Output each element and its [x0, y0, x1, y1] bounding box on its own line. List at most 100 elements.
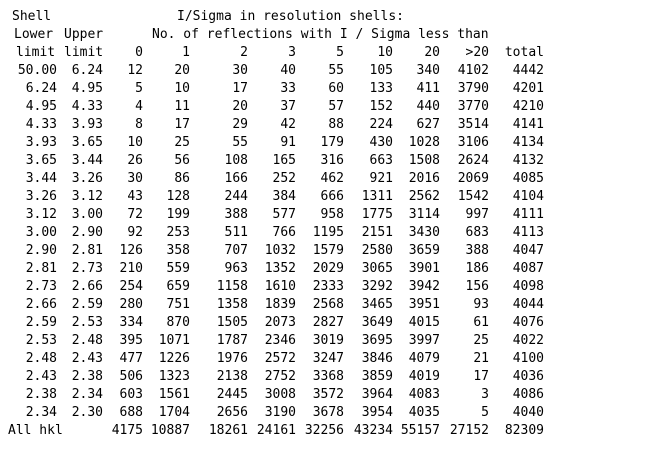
count-cell: 4100 [512, 351, 544, 366]
header-line-1: Shell I/Sigma in resolution shells: [10, 8, 404, 26]
upper-limit-cell: 2.81 [71, 243, 103, 258]
count-cell: 60 [328, 81, 344, 96]
count-cell: 3770 [457, 99, 489, 114]
count-cell: 3951 [408, 297, 440, 312]
count-cell: 2346 [264, 333, 296, 348]
count-cell: 4047 [512, 243, 544, 258]
count-cell: 2016 [408, 171, 440, 186]
upper-label: Upper [64, 27, 104, 42]
count-cell: 4086 [512, 387, 544, 402]
lower-limit-cell: 2.38 [25, 387, 57, 402]
count-cell: 316 [320, 153, 344, 168]
count-cell: 21 [473, 351, 489, 366]
totals-row: All hkl 4175 10887 18261 24161 32256 43234 551… [8, 422, 544, 440]
count-cell: 210 [119, 261, 143, 276]
count-cell: 477 [119, 351, 143, 366]
count-cell: 126 [119, 243, 143, 258]
count-cell: 3514 [457, 117, 489, 132]
count-cell: 2073 [264, 315, 296, 330]
column-header: 0 [135, 45, 143, 60]
count-cell: 683 [465, 225, 489, 240]
table-row: 3.26 3.12 43 128 244 384 666 1311 2562 1542 4104 [10, 188, 544, 206]
count-cell: 152 [369, 99, 393, 114]
count-cell: 3695 [361, 333, 393, 348]
count-cell: 128 [166, 189, 190, 204]
count-cell: 751 [166, 297, 190, 312]
count-cell: 5 [481, 405, 489, 420]
count-cell: 1508 [408, 153, 440, 168]
resolution-shell-table: Shell I/Sigma in resolution shells: Lowe… [8, 8, 544, 440]
count-cell: 86 [174, 171, 190, 186]
count-cell: 3430 [408, 225, 440, 240]
table-row: 2.53 2.48 395 1071 1787 2346 3019 3695 3997 25 402… [10, 332, 544, 350]
column-header: 10 [377, 45, 393, 60]
count-cell: 57 [328, 99, 344, 114]
count-cell: 40 [280, 63, 296, 78]
column-header: 3 [288, 45, 296, 60]
table-row: 2.43 2.38 506 1323 2138 2752 3368 3859 4019 17 403… [10, 368, 544, 386]
count-cell: 244 [224, 189, 248, 204]
table-row: 2.90 2.81 126 358 707 1032 1579 2580 3659 388 4047 [10, 242, 544, 260]
count-cell: 92 [127, 225, 143, 240]
lower-limit-cell: 2.66 [25, 297, 57, 312]
totals-label: All hkl [8, 423, 63, 438]
count-cell: 2562 [408, 189, 440, 204]
count-cell: 4035 [408, 405, 440, 420]
count-cell: 4104 [512, 189, 544, 204]
count-cell: 627 [416, 117, 440, 132]
count-cell: 603 [119, 387, 143, 402]
total-count-cell: 43234 [353, 423, 393, 438]
table-row: 3.12 3.00 72 199 388 577 958 1775 3114 997 4111 [10, 206, 544, 224]
table-row: 3.44 3.26 30 86 166 252 462 921 2016 2069 4085 [10, 170, 544, 188]
count-cell: 340 [416, 63, 440, 78]
lower-limit-cell: 3.44 [25, 171, 57, 186]
table-row: 4.95 4.33 4 11 20 37 57 152 440 3770 4210 [10, 98, 544, 116]
upper-limit-cell: 2.90 [71, 225, 103, 240]
count-cell: 3790 [457, 81, 489, 96]
count-cell: 17 [174, 117, 190, 132]
table-row: 50.00 6.24 12 20 30 40 55 105 340 4102 4442 [10, 62, 544, 80]
count-cell: 663 [369, 153, 393, 168]
count-cell: 17 [473, 369, 489, 384]
shell-rows: 50.00 6.24 12 20 30 40 55 105 340 4102 4442 6.24 4.9… [10, 62, 544, 422]
lower-limit-cell: 6.24 [25, 81, 57, 96]
count-cell: 688 [119, 405, 143, 420]
total-count-cell: 27152 [449, 423, 489, 438]
count-cell: 707 [224, 243, 248, 258]
count-cell: 17 [232, 81, 248, 96]
table-row: 3.93 3.65 10 25 55 91 179 430 1028 3106 4134 [10, 134, 544, 152]
count-cell: 430 [369, 135, 393, 150]
count-cell: 3190 [264, 405, 296, 420]
count-cell: 4019 [408, 369, 440, 384]
count-cell: 55 [232, 135, 248, 150]
table-row: 6.24 4.95 5 10 17 33 60 133 411 3790 4201 [10, 80, 544, 98]
count-cell: 3008 [264, 387, 296, 402]
lower-limit-cell: 2.43 [25, 369, 57, 384]
table-row: 2.34 2.30 688 1704 2656 3190 3678 3954 4035 5 4040 [10, 404, 544, 422]
count-cell: 254 [119, 279, 143, 294]
count-cell: 4442 [512, 63, 544, 78]
count-cell: 4083 [408, 387, 440, 402]
count-cell: 388 [224, 207, 248, 222]
count-cell: 506 [119, 369, 143, 384]
count-cell: 4132 [512, 153, 544, 168]
count-cell: 30 [127, 171, 143, 186]
count-cell: 1579 [312, 243, 344, 258]
count-cell: 3572 [312, 387, 344, 402]
count-cell: 511 [224, 225, 248, 240]
count-cell: 3659 [408, 243, 440, 258]
count-cell: 253 [166, 225, 190, 240]
column-header: 5 [336, 45, 344, 60]
upper-limit-cell: 2.59 [71, 297, 103, 312]
count-cell: 3019 [312, 333, 344, 348]
column-header-line: limit limit 0 1 2 3 5 10 20 >20 total [10, 44, 544, 62]
count-cell: 105 [369, 63, 393, 78]
count-cell: 4134 [512, 135, 544, 150]
count-cell: 2151 [361, 225, 393, 240]
count-cell: 4087 [512, 261, 544, 276]
count-cell: 2029 [312, 261, 344, 276]
table-row: 2.59 2.53 334 870 1505 2073 2827 3649 4015 61 4076 [10, 314, 544, 332]
count-cell: 2138 [216, 369, 248, 384]
upper-limit-cell: 2.38 [71, 369, 103, 384]
count-cell: 3997 [408, 333, 440, 348]
